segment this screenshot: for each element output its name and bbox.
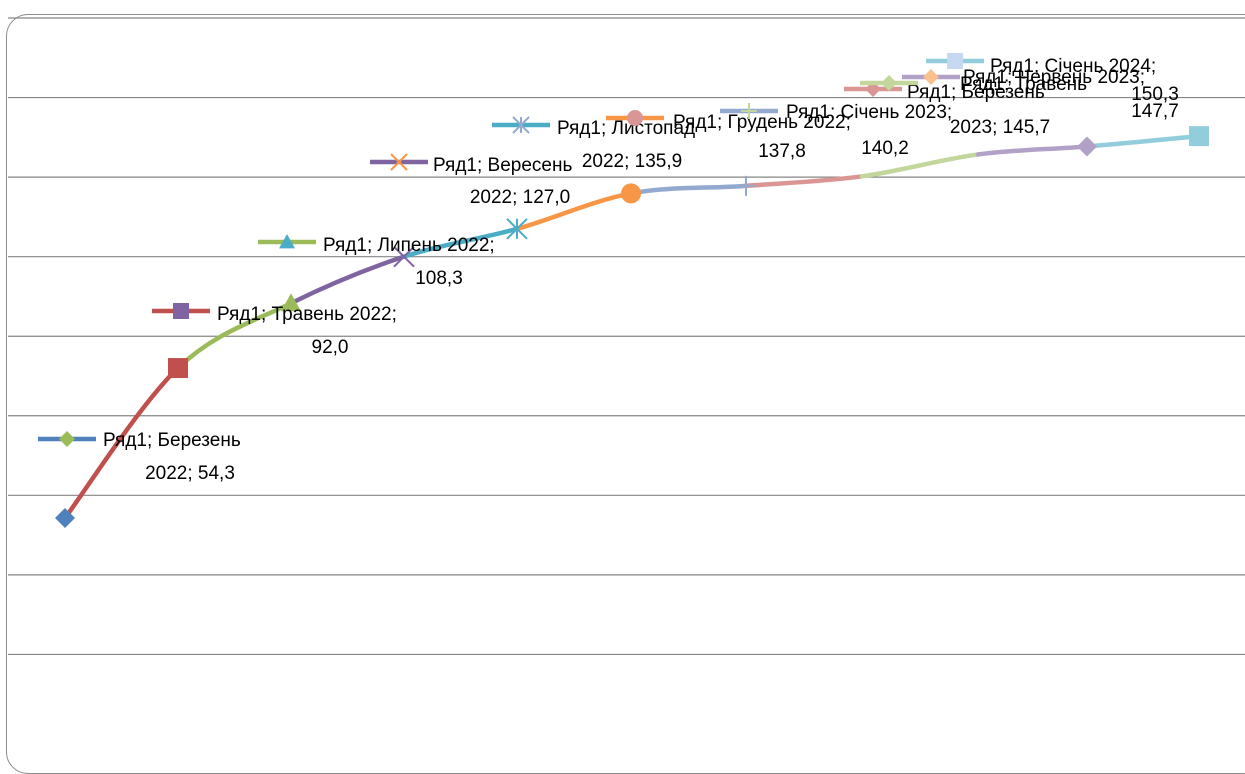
data-label-value: 2023; 145,7 [950, 117, 1050, 138]
legend-key-marker [627, 110, 643, 126]
data-label-value: 2022; 135,9 [582, 151, 682, 172]
gridlines [8, 17, 1245, 656]
data-label-value: 140,2 [861, 138, 909, 159]
legend-key-marker [390, 153, 408, 171]
data-label: Ряд1; Травень 2022; [217, 304, 397, 325]
data-point [281, 293, 301, 312]
data-point [168, 358, 188, 379]
series-segment [175, 300, 294, 371]
data-label: Ряд1; Травень [960, 74, 1087, 95]
data-point [736, 175, 756, 196]
data-label-value: 2022; 127,0 [470, 187, 570, 208]
series-segment [514, 191, 634, 232]
series-segment [62, 365, 181, 521]
data-label: Ряд1; Червень 2023; [963, 67, 1145, 88]
data-label: Ряд1; Січень 2024; [990, 56, 1156, 77]
data-point [506, 218, 528, 240]
series-segment [859, 152, 981, 179]
series-segment [628, 183, 749, 196]
series-segment [975, 144, 1090, 157]
data-labels: Ряд1; Березень 2022; 54,3 Ряд1; Травень 20… [38, 53, 1179, 484]
series-segment [743, 174, 865, 189]
series-segment [288, 254, 407, 306]
series-line [62, 133, 1202, 521]
legend-key-marker [512, 116, 530, 134]
data-label-value: 137,8 [758, 141, 806, 162]
legend-key-marker [279, 234, 295, 249]
data-markers [55, 126, 1209, 529]
data-label: Ряд1; Березень [907, 82, 1045, 103]
legend-key-marker [741, 103, 757, 119]
data-label: Ряд1; Грудень 2022; [673, 112, 851, 133]
series-segment [1084, 133, 1202, 149]
series-segment [401, 226, 520, 259]
data-label-value: 150,3 [1131, 84, 1179, 105]
data-label: Ряд1; Листопад [557, 118, 695, 139]
data-point [393, 245, 415, 268]
data-point [1077, 136, 1097, 157]
legend-key-marker [881, 75, 897, 91]
legend-key-marker [947, 53, 963, 69]
data-label: Ряд1; Березень [103, 430, 241, 451]
legend-key-marker [173, 303, 189, 319]
data-point [621, 183, 641, 204]
legend-key-marker [923, 69, 939, 85]
line-chart: Ряд1; Березень 2022; 54,3 Ряд1; Травень 20… [8, 17, 1245, 656]
data-point [1189, 126, 1209, 147]
data-label: Ряд1; Січень 2023; [786, 102, 952, 123]
data-point [55, 508, 75, 529]
data-label-value: 108,3 [415, 268, 463, 289]
data-label-value: 92,0 [312, 337, 349, 358]
data-label-value: 147,7 [1131, 101, 1179, 122]
data-label: Ряд1; Липень 2022; [323, 235, 495, 256]
data-label-value: 2022; 54,3 [145, 463, 235, 484]
legend-key-marker [59, 431, 75, 447]
data-label: Ряд1; Вересень [433, 155, 572, 176]
